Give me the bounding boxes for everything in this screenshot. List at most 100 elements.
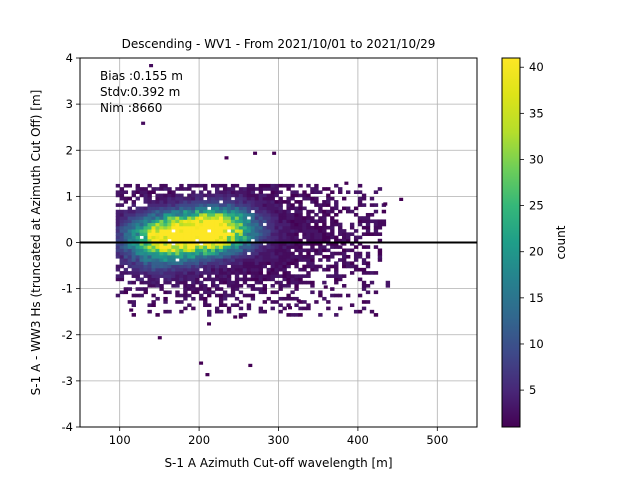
heatmap-cell	[123, 209, 129, 214]
heatmap-cell	[222, 196, 228, 201]
heatmap-cell	[179, 196, 184, 201]
heatmap-cell	[203, 303, 208, 308]
heatmap-cell	[306, 264, 311, 269]
heatmap-cell	[191, 287, 196, 291]
heatmap-cell	[234, 251, 240, 256]
heatmap-cell	[330, 293, 335, 298]
heatmap-cell	[207, 242, 212, 246]
heatmap-cell	[338, 222, 343, 227]
heatmap-cell	[203, 225, 208, 230]
heatmap-cell	[207, 235, 212, 240]
heatmap-cell	[282, 238, 287, 243]
heatmap-cell	[246, 261, 252, 266]
heatmap-cell	[334, 264, 339, 269]
heatmap-cell	[171, 222, 176, 227]
heatmap-cell	[139, 245, 144, 249]
heatmap-cell	[203, 271, 208, 275]
heatmap-cell	[322, 203, 327, 207]
heatmap-cell	[191, 284, 196, 288]
heatmap-cell	[171, 277, 176, 282]
heatmap-cell	[254, 196, 260, 201]
heatmap-cell	[135, 206, 140, 211]
heatmap-cell	[195, 254, 200, 259]
heatmap-cell	[179, 309, 184, 314]
heatmap-cell	[298, 313, 303, 317]
heatmap-cell	[115, 293, 121, 298]
heatmap-cell	[218, 293, 224, 298]
heatmap-cell	[155, 196, 160, 201]
heatmap-cell	[334, 280, 339, 285]
heatmap-cell	[222, 190, 228, 195]
heatmap-cell	[179, 225, 184, 230]
x-tick-label: 400	[347, 433, 369, 447]
heatmap-cell	[330, 216, 335, 220]
heatmap-cell	[214, 206, 220, 211]
heatmap-cell	[242, 254, 248, 259]
heatmap-cell	[296, 299, 301, 303]
heatmap-cell	[151, 200, 156, 204]
heatmap-cell	[338, 277, 343, 282]
heatmap-cell	[115, 248, 121, 253]
heatmap-cell	[226, 216, 232, 220]
heatmap-cell	[199, 245, 204, 249]
heatmap-cell	[262, 235, 267, 240]
heatmap-cell	[143, 222, 148, 227]
heatmap-cell	[298, 277, 303, 282]
heatmap-cell	[151, 187, 156, 191]
heatmap-cell	[326, 248, 331, 253]
heatmap-cell	[199, 296, 204, 301]
heatmap-cell	[314, 264, 319, 269]
heatmap-cell	[147, 200, 152, 204]
heatmap-cell	[171, 261, 176, 266]
heatmap-cell	[226, 267, 232, 272]
heatmap-cell	[147, 277, 152, 282]
heatmap-cell	[183, 254, 188, 259]
heatmap-cell	[310, 219, 315, 224]
heatmap-cell	[286, 274, 291, 278]
heatmap-cell	[242, 235, 248, 240]
heatmap-cell	[294, 274, 299, 278]
heatmap-cell	[334, 251, 339, 256]
heatmap-cell	[278, 209, 283, 214]
heatmap-cell	[175, 187, 180, 191]
heatmap-cell	[171, 251, 176, 256]
heatmap-cell	[151, 254, 156, 259]
heatmap-cell	[163, 225, 168, 230]
heatmap-cell	[143, 200, 148, 204]
heatmap-cell	[199, 193, 204, 198]
heatmap-cell	[357, 190, 363, 195]
heatmap-cell	[199, 251, 204, 256]
heatmap-cell	[147, 212, 152, 217]
heatmap-cell	[183, 196, 188, 201]
heatmap-cell	[322, 209, 327, 214]
heatmap-cell	[310, 190, 315, 195]
heatmap-cell	[147, 225, 152, 230]
heatmap-cell	[179, 248, 184, 253]
heatmap-cell	[290, 190, 295, 195]
heatmap-cell	[361, 287, 367, 291]
heatmap-cell	[270, 242, 275, 246]
heatmap-cell	[187, 267, 192, 272]
heatmap-cell	[147, 229, 152, 233]
heatmap-cell	[266, 196, 271, 201]
heatmap-cell	[226, 187, 232, 191]
heatmap-cell	[238, 232, 244, 236]
heatmap-cell	[131, 264, 136, 269]
heatmap-cell	[278, 267, 283, 272]
heatmap-cell	[242, 251, 248, 256]
heatmap-cell	[294, 264, 299, 269]
heatmap-cell	[270, 203, 275, 207]
heatmap-cell	[242, 274, 248, 278]
heatmap-cell	[250, 206, 256, 211]
heatmap-cell	[195, 280, 200, 285]
heatmap-cell	[234, 296, 240, 301]
heatmap-cell	[302, 222, 307, 227]
heatmap-cell	[270, 238, 275, 243]
heatmap-cell	[238, 271, 244, 275]
heatmap-cell	[238, 200, 244, 204]
heatmap-cell	[342, 229, 347, 233]
x-axis: 100 200 300 400 500	[109, 427, 448, 447]
heatmap-cell	[211, 264, 216, 269]
heatmap-cell	[167, 245, 172, 249]
heatmap-cell	[179, 238, 184, 243]
